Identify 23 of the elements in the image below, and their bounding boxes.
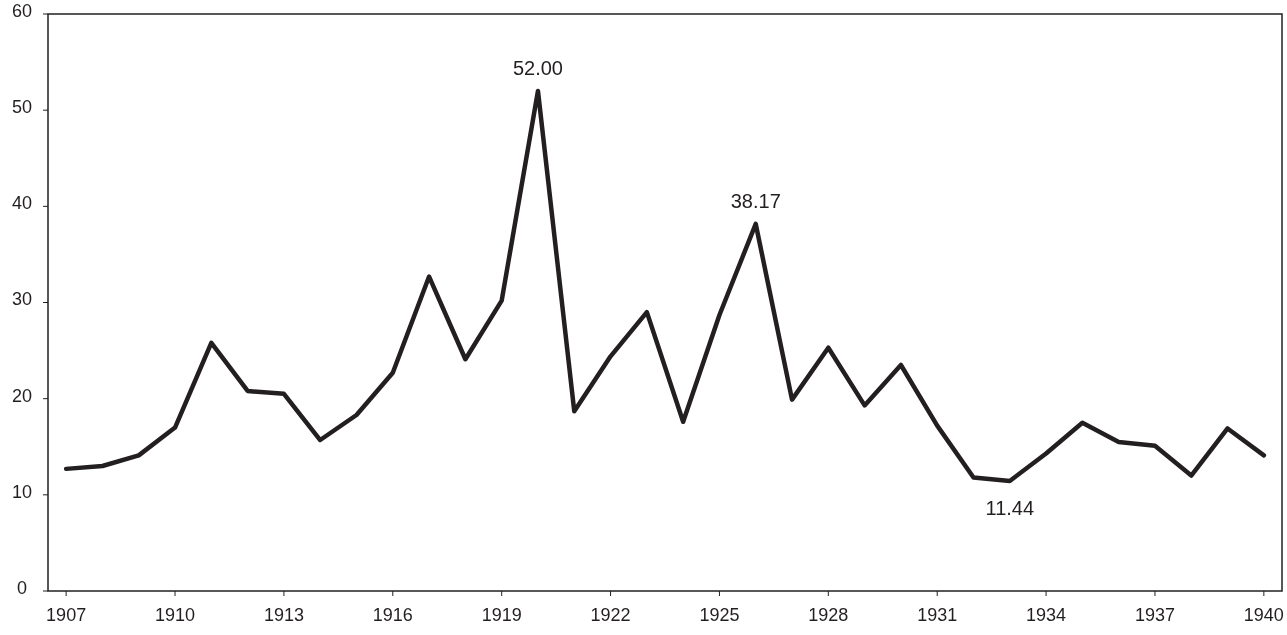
- y-tick-label: 30: [11, 289, 33, 310]
- y-tick-label: 20: [11, 385, 33, 406]
- x-tick-label: 1934: [1026, 605, 1067, 625]
- y-tick-label: 60: [11, 0, 33, 21]
- x-tick-label: 1910: [155, 605, 196, 625]
- annotation: 11.44: [985, 496, 1035, 519]
- x-tick-label: 1919: [481, 605, 522, 625]
- x-tick-label: 1913: [263, 605, 304, 625]
- x-tick-label: 1940: [1243, 605, 1284, 625]
- x-tick-label: 1928: [808, 605, 849, 625]
- y-tick-label: 40: [11, 193, 33, 214]
- x-tick-label: 1916: [372, 605, 413, 625]
- y-tick-label: 0: [16, 577, 28, 598]
- x-tick-label: 1931: [917, 605, 958, 625]
- x-tick-label: 1937: [1134, 605, 1175, 625]
- x-tick-label: 1907: [46, 605, 87, 625]
- y-tick-label: 10: [11, 481, 33, 502]
- x-tick-label: 1925: [699, 605, 740, 625]
- annotation: 52.00: [512, 56, 563, 79]
- annotation: 38.17: [730, 189, 781, 212]
- x-tick-label: 1922: [590, 605, 631, 625]
- line-series: [63, 88, 1267, 484]
- y-tick-label: 50: [11, 97, 33, 118]
